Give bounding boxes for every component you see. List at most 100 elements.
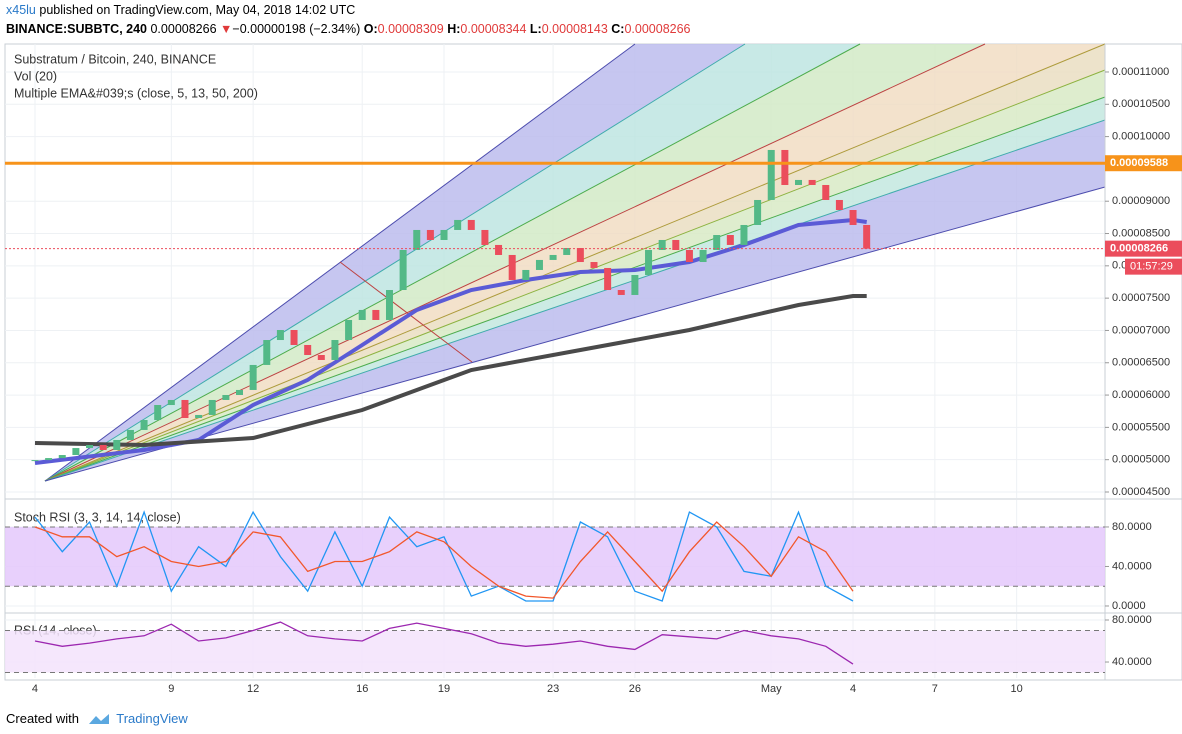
line bbox=[34, 294, 867, 448]
candle bbox=[645, 249, 653, 276]
x-tick-label: 19 bbox=[438, 683, 450, 695]
candle bbox=[99, 445, 107, 450]
band bbox=[5, 630, 1105, 673]
candle bbox=[835, 199, 843, 211]
y-tick-label: 0.00007500 bbox=[1112, 292, 1170, 304]
fan bbox=[44, 43, 1106, 482]
candle bbox=[358, 309, 366, 320]
candle bbox=[181, 399, 189, 419]
candle bbox=[685, 249, 693, 263]
vol-label: Vol (20) bbox=[14, 69, 57, 83]
last-badge bbox=[1105, 240, 1182, 257]
candle bbox=[31, 460, 39, 462]
countdown-badge bbox=[1125, 258, 1182, 275]
candle bbox=[495, 244, 503, 255]
candle bbox=[863, 224, 871, 249]
y-tick-label: 0.00004500 bbox=[1112, 486, 1170, 498]
fan-line bbox=[44, 43, 746, 482]
level-badge bbox=[1105, 155, 1182, 172]
candle bbox=[658, 239, 666, 250]
candle bbox=[617, 289, 625, 295]
candle bbox=[236, 389, 244, 396]
candle bbox=[849, 210, 857, 225]
candle bbox=[140, 420, 148, 430]
change: −0.00000198 (−2.34%) bbox=[232, 22, 361, 36]
y-tick-label: 0.00006000 bbox=[1112, 389, 1170, 401]
footer: Created with TradingView bbox=[6, 709, 188, 726]
ema-label: Multiple EMA&#039;s (close, 5, 13, 50, 2… bbox=[14, 86, 258, 100]
candle bbox=[726, 235, 734, 245]
y-tick-label: 0.00009000 bbox=[1112, 195, 1170, 207]
candle bbox=[113, 439, 121, 450]
candle bbox=[290, 329, 298, 345]
candle bbox=[522, 269, 530, 280]
quote-line: BINANCE:SUBBTC, 240 0.00008266 ▼−0.00000… bbox=[6, 22, 691, 36]
candle bbox=[781, 149, 789, 185]
stoch-title: Stoch RSI (3, 3, 14, 14, close) bbox=[14, 510, 181, 524]
c-label: C: bbox=[611, 22, 625, 36]
y-tick-label: 40.0000 bbox=[1112, 656, 1152, 668]
candle bbox=[563, 247, 571, 255]
fan-cross bbox=[339, 261, 473, 363]
candle bbox=[372, 309, 380, 320]
candle bbox=[249, 364, 257, 390]
y-tick-label: 0.00005500 bbox=[1112, 421, 1170, 433]
line bbox=[34, 621, 854, 665]
fan-line bbox=[44, 43, 1106, 482]
fan-line bbox=[44, 96, 1106, 482]
candle bbox=[795, 179, 803, 185]
x-tick-label: 9 bbox=[168, 683, 174, 695]
h-value: 0.00008344 bbox=[460, 22, 527, 36]
fan-line bbox=[44, 43, 861, 482]
candle bbox=[808, 179, 816, 185]
y-tick-label: 40.0000 bbox=[1112, 560, 1152, 572]
created-with: Created with bbox=[6, 711, 79, 726]
candle bbox=[631, 275, 639, 295]
brand[interactable]: TradingView bbox=[116, 711, 188, 726]
candle bbox=[590, 262, 598, 268]
c-value: 0.00008266 bbox=[624, 22, 691, 36]
x-tick-label: 7 bbox=[932, 683, 938, 695]
x-tick-label: 16 bbox=[356, 683, 368, 695]
published: published on TradingView.com, May 04, 20… bbox=[39, 3, 356, 17]
candle bbox=[195, 414, 203, 419]
candle bbox=[208, 399, 216, 415]
line bbox=[34, 510, 854, 602]
o-label: O: bbox=[363, 22, 378, 36]
candle bbox=[304, 344, 312, 356]
user[interactable]: x45lu bbox=[6, 3, 36, 17]
y-tick-label: 0.00006500 bbox=[1112, 357, 1170, 369]
h-label: H: bbox=[447, 22, 461, 36]
x-tick-label: 4 bbox=[850, 683, 856, 695]
x-tick-label: May bbox=[761, 683, 782, 695]
candle bbox=[222, 395, 230, 400]
last-badge-text: 0.00008266 bbox=[1110, 243, 1168, 255]
candle bbox=[72, 448, 80, 456]
x-tick-label: 12 bbox=[247, 683, 259, 695]
x-tick-label: 10 bbox=[1011, 683, 1023, 695]
candle bbox=[276, 329, 284, 341]
candle bbox=[535, 259, 543, 270]
candle bbox=[263, 340, 271, 365]
candle bbox=[167, 399, 175, 406]
candle bbox=[426, 229, 434, 240]
band bbox=[5, 526, 1105, 587]
line bbox=[34, 521, 854, 599]
countdown-text: 01:57:29 bbox=[1130, 261, 1173, 273]
symbol: BINANCE:SUBBTC, 240 bbox=[6, 22, 147, 36]
candle bbox=[331, 340, 339, 360]
candle bbox=[754, 199, 762, 225]
candle bbox=[45, 458, 53, 461]
y-tick-label: 80.0000 bbox=[1112, 614, 1152, 626]
candle bbox=[154, 405, 162, 421]
candle bbox=[604, 267, 612, 290]
l-value: 0.00008143 bbox=[541, 22, 608, 36]
candle bbox=[86, 445, 94, 449]
y-tick-label: 0.00010500 bbox=[1112, 98, 1170, 110]
candle bbox=[58, 455, 66, 459]
y-tick-label: 0.00007000 bbox=[1112, 324, 1170, 336]
fan-line bbox=[44, 186, 1106, 482]
y-tick-label: 0.00005000 bbox=[1112, 454, 1170, 466]
candle bbox=[699, 249, 707, 263]
